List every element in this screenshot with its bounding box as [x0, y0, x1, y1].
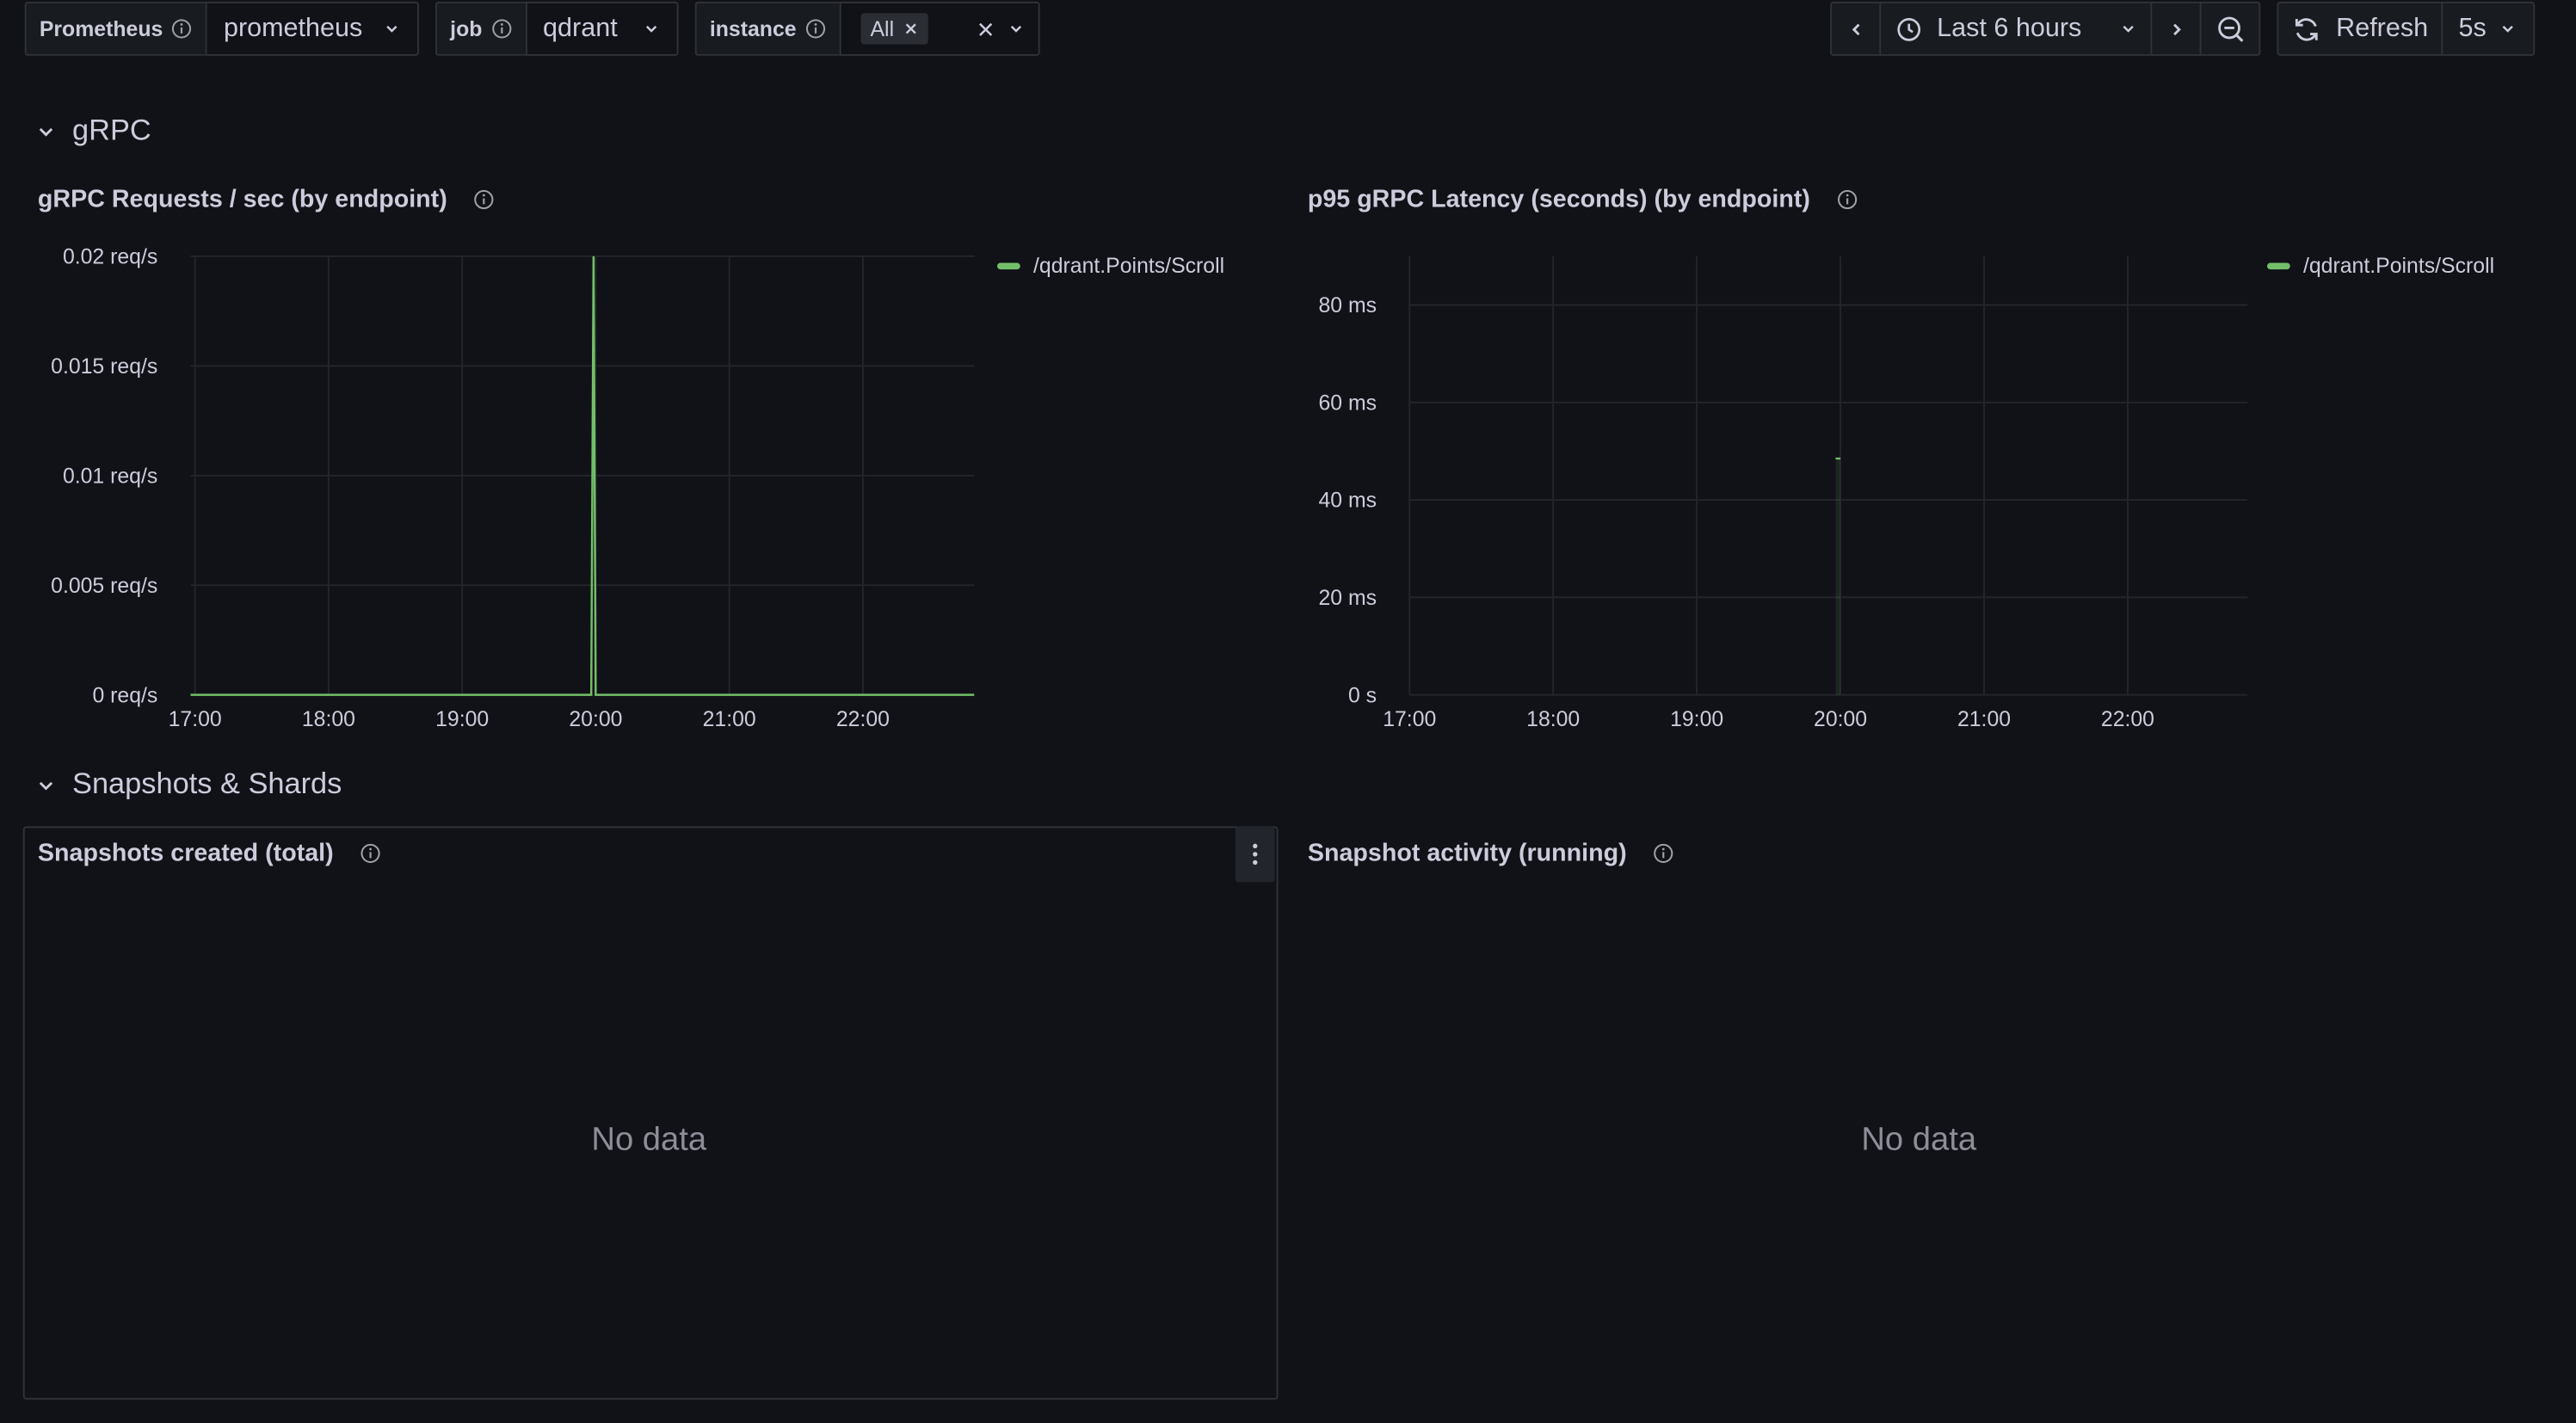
- no-data-message: No data: [591, 1122, 707, 1159]
- clear-icon[interactable]: [977, 21, 994, 37]
- info-icon[interactable]: [1653, 843, 1674, 865]
- legend-item[interactable]: /qdrant.Points/Scroll: [997, 253, 1224, 278]
- legend-swatch: [997, 262, 1020, 269]
- x-tick-label: 18:00: [1526, 708, 1580, 731]
- clock-icon: [1897, 17, 1921, 40]
- legend-swatch: [2266, 262, 2290, 269]
- variable-label-text: job: [450, 16, 483, 41]
- x-tick-label: 21:00: [703, 708, 756, 731]
- panel-title: Snapshots created (total): [37, 839, 334, 868]
- variable-label-text: instance: [709, 16, 797, 41]
- chevron-down-icon: [39, 780, 53, 790]
- panel-menu-button[interactable]: [1235, 826, 1275, 883]
- chevron-down-icon: [1010, 25, 1022, 33]
- y-tick-label: 20 ms: [1318, 587, 1377, 610]
- row-title: Snapshots & Shards: [72, 767, 342, 800]
- x-tick-label: 20:00: [569, 708, 622, 731]
- info-icon[interactable]: [1836, 189, 1858, 211]
- x-tick-label: 19:00: [435, 708, 489, 731]
- x-tick-label: 20:00: [1814, 708, 1867, 731]
- refresh-button[interactable]: Refresh: [2277, 1, 2444, 56]
- variable-job: job qdrant: [434, 1, 679, 56]
- y-tick-label: 80 ms: [1318, 294, 1377, 317]
- y-tick-label: 60 ms: [1318, 391, 1377, 415]
- time-shift-forward-button[interactable]: [2150, 1, 2202, 56]
- series-line: [190, 256, 975, 696]
- panel-snapshots-created-header: Snapshots created (total): [38, 840, 381, 867]
- x-tick-label: 18:00: [302, 708, 355, 731]
- refresh-icon: [2295, 17, 2318, 40]
- refresh-interval-picker[interactable]: 5s: [2441, 1, 2536, 56]
- legend-label: /qdrant.Points/Scroll: [1033, 253, 1225, 278]
- y-tick-label: 0 s: [1348, 684, 1377, 707]
- instance-chip-label: All: [870, 16, 895, 41]
- x-tick-label: 22:00: [836, 708, 890, 731]
- instance-chip: All: [860, 13, 929, 45]
- chevron-right-icon: [2172, 22, 2180, 35]
- info-icon[interactable]: [473, 189, 495, 211]
- chevron-down-icon: [2503, 25, 2514, 33]
- variable-job-label: job: [434, 1, 526, 56]
- x-tick-label: 22:00: [2101, 708, 2154, 731]
- time-range-picker[interactable]: Last 6 hours: [1879, 1, 2153, 56]
- info-icon[interactable]: [490, 18, 512, 40]
- panel-snapshots-created[interactable]: [22, 826, 1279, 1400]
- panel-grpc-requests-header: gRPC Requests / sec (by endpoint): [38, 186, 495, 213]
- time-shift-back-button[interactable]: [1830, 1, 1882, 56]
- variable-prometheus-label: Prometheus: [24, 1, 206, 56]
- chevron-down-icon: [2123, 25, 2134, 33]
- row-title: gRPC: [72, 113, 151, 146]
- panel-title: p95 gRPC Latency (seconds) (by endpoint): [1307, 185, 1810, 214]
- panel-title: gRPC Requests / sec (by endpoint): [37, 185, 447, 214]
- x-tick-label: 17:00: [169, 708, 222, 731]
- y-tick-label: 40 ms: [1318, 490, 1377, 513]
- job-select-value: qdrant: [543, 14, 618, 42]
- panel-title: Snapshot activity (running): [1307, 839, 1627, 868]
- refresh-interval-value: 5s: [2458, 14, 2487, 42]
- y-tick-label: 0.015 req/s: [51, 355, 157, 379]
- chevron-down-icon: [39, 126, 53, 136]
- x-tick-label: 21:00: [1957, 708, 2011, 731]
- info-icon[interactable]: [171, 18, 193, 40]
- grpc-latency-chart: 17:00 18:00 19:00 20:00 21:00 22:00 0 s 20 ms 40…: [1318, 256, 2248, 731]
- panel-snapshot-activity-header: Snapshot activity (running): [1308, 840, 1674, 867]
- variable-prometheus: Prometheus prometheus: [24, 1, 419, 56]
- legend-item[interactable]: /qdrant.Points/Scroll: [2266, 253, 2495, 278]
- chevron-left-icon: [1851, 22, 1859, 35]
- row-grpc[interactable]: gRPC: [36, 114, 151, 148]
- y-tick-label: 0.01 req/s: [63, 465, 157, 488]
- refresh-label: Refresh: [2336, 14, 2429, 42]
- datasource-select[interactable]: prometheus: [205, 1, 419, 56]
- more-vertical-icon: [1253, 843, 1258, 866]
- job-select[interactable]: qdrant: [525, 1, 679, 56]
- zoom-out-button[interactable]: [2199, 1, 2261, 56]
- datasource-select-value: prometheus: [223, 14, 363, 42]
- info-icon[interactable]: [360, 843, 381, 865]
- chevron-down-icon: [645, 25, 657, 33]
- x-tick-label: 19:00: [1670, 708, 1723, 731]
- legend-label: /qdrant.Points/Scroll: [2302, 253, 2495, 278]
- variable-label-text: Prometheus: [39, 16, 163, 41]
- grpc-requests-chart: 17:00 18:00 19:00 20:00 21:00 22:00 0 req/s 0.0…: [51, 245, 975, 731]
- variable-instance-label: instance: [694, 1, 840, 56]
- row-snapshots-shards[interactable]: Snapshots & Shards: [36, 767, 342, 802]
- series-area: [1835, 458, 1841, 695]
- remove-chip-icon[interactable]: [904, 22, 919, 36]
- info-icon[interactable]: [804, 18, 826, 40]
- x-tick-label: 17:00: [1383, 708, 1436, 731]
- chevron-down-icon: [386, 25, 397, 33]
- y-tick-label: 0.005 req/s: [51, 575, 157, 598]
- no-data-message: No data: [1861, 1122, 1977, 1159]
- zoom-out-icon: [2217, 15, 2243, 41]
- y-tick-label: 0.02 req/s: [63, 245, 157, 268]
- y-tick-label: 0 req/s: [92, 684, 157, 707]
- instance-select[interactable]: All: [839, 1, 1040, 56]
- panel-grpc-latency-header: p95 gRPC Latency (seconds) (by endpoint): [1308, 186, 1858, 213]
- time-range-label: Last 6 hours: [1937, 14, 2082, 42]
- variable-instance: instance All: [694, 1, 1040, 56]
